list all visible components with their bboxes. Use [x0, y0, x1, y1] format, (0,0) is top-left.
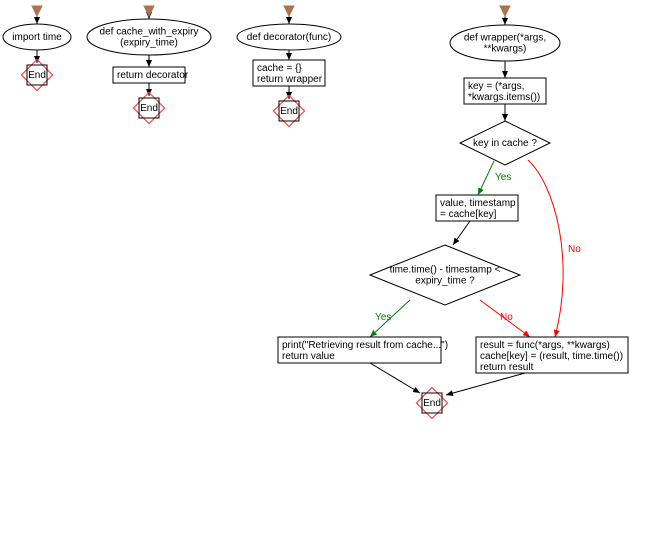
node-label: return wrapper [257, 74, 323, 85]
node-label: key in cache ? [473, 138, 537, 149]
node-label: = cache[key] [440, 209, 497, 220]
start-marker [144, 6, 154, 16]
edge [528, 160, 563, 337]
node-label: def wrapper(*args, [464, 33, 546, 44]
start-marker [32, 6, 42, 16]
nodes-layer: import time End def cache_with_expiry(expi… [3, 6, 628, 419]
end-label: End [140, 103, 158, 114]
edge [453, 221, 470, 245]
edge-label: No [568, 244, 581, 255]
node-label: time.time() - timestamp < [390, 265, 501, 276]
edge-label: Yes [495, 172, 511, 183]
edge [478, 161, 494, 195]
node-label: result = func(*args, **kwargs) [480, 340, 610, 351]
node-label: (expiry_time) [120, 38, 178, 49]
end-label: End [280, 106, 298, 117]
node-label: def cache_with_expiry [100, 27, 199, 38]
node-label: cache[key] = (result, time.time()) [480, 351, 623, 362]
node-label: **kwargs) [484, 44, 527, 55]
node-label: *kwargs.items()) [468, 92, 540, 103]
edge [446, 373, 525, 395]
node-label: expiry_time ? [415, 276, 475, 287]
node-label: key = (*args, [468, 81, 524, 92]
node-label: def decorator(func) [247, 32, 332, 43]
end-label: End [423, 398, 441, 409]
node-label: return decorator [117, 70, 189, 81]
start-marker [284, 6, 294, 16]
start-marker [500, 6, 510, 16]
node-label: cache = {} [257, 63, 302, 74]
edge-label: Yes [375, 312, 391, 323]
edge [370, 363, 420, 393]
edge-label: No [500, 312, 513, 323]
node-label: return value [282, 351, 335, 362]
node-label: print("Retrieving result from cache...") [282, 340, 448, 351]
flowchart-diagram: Yes No Yes No import time End def cache_with_e… [0, 0, 650, 548]
node-label: value, timestamp [440, 198, 516, 209]
node-label: return result [480, 362, 534, 373]
end-label: End [28, 70, 46, 81]
node-label: import time [12, 32, 62, 43]
